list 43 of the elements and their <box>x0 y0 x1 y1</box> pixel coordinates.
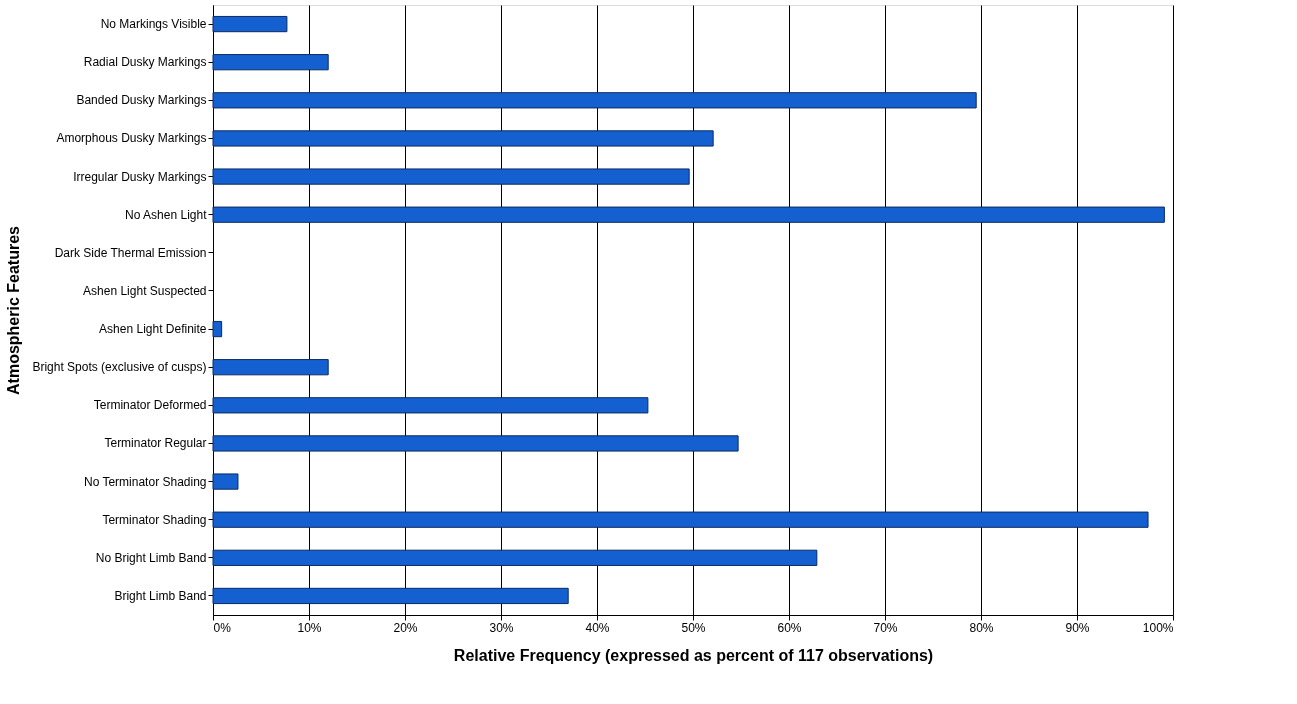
y-tick-label: No Terminator Shading <box>83 474 207 489</box>
bar <box>212 359 329 376</box>
bar <box>212 511 1149 528</box>
bar <box>212 92 977 109</box>
x-tick-label: 20% <box>393 620 418 635</box>
x-tick-label: 50% <box>681 620 706 635</box>
y-tick-label: No Ashen Light <box>125 207 208 222</box>
y-tick-label: Irregular Dusky Markings <box>73 169 207 184</box>
y-tick-label: No Markings Visible <box>100 17 207 32</box>
bar <box>212 206 1165 223</box>
y-tick-label: Terminator Regular <box>104 436 207 451</box>
x-tick-label: 0% <box>213 620 232 635</box>
y-tick-label: Ashen Light Definite <box>99 322 207 337</box>
bar <box>212 397 649 414</box>
x-tick-label: 90% <box>1065 620 1090 635</box>
x-tick-label: 10% <box>297 620 322 635</box>
x-tick-label: 100% <box>1142 620 1174 635</box>
bar <box>212 54 329 71</box>
y-tick-label: Ashen Light Suspected <box>83 283 207 298</box>
y-tick-label: Amorphous Dusky Markings <box>56 131 207 146</box>
bar <box>212 320 223 338</box>
x-tick-label: 80% <box>969 620 994 635</box>
bar <box>212 130 714 147</box>
y-tick-label: Radial Dusky Markings <box>83 55 207 70</box>
y-axis-title: Atmospheric Features <box>5 225 23 395</box>
bar <box>212 587 569 605</box>
x-axis-title: Relative Frequency (expressed as percent of 117 observations) <box>453 646 934 664</box>
x-tick-label: 30% <box>489 620 514 635</box>
bar <box>212 435 739 452</box>
y-tick-label: Terminator Shading <box>102 512 207 527</box>
x-tick-label: 70% <box>873 620 898 635</box>
y-tick-label: Bright Spots (exclusive of cusps) <box>32 360 207 375</box>
x-tick-label: 60% <box>777 620 802 635</box>
y-tick-label: No Bright Limb Band <box>95 550 207 565</box>
y-tick-label: Dark Side Thermal Emission <box>54 245 207 260</box>
bar <box>212 15 288 33</box>
x-tick-label: 40% <box>585 620 610 635</box>
y-tick-label: Banded Dusky Markings <box>76 93 207 108</box>
y-tick-label: Terminator Deformed <box>93 398 207 413</box>
y-tick-label: Bright Limb Band <box>114 588 207 603</box>
bar <box>212 168 690 185</box>
bar <box>212 473 239 490</box>
bar <box>212 549 818 566</box>
